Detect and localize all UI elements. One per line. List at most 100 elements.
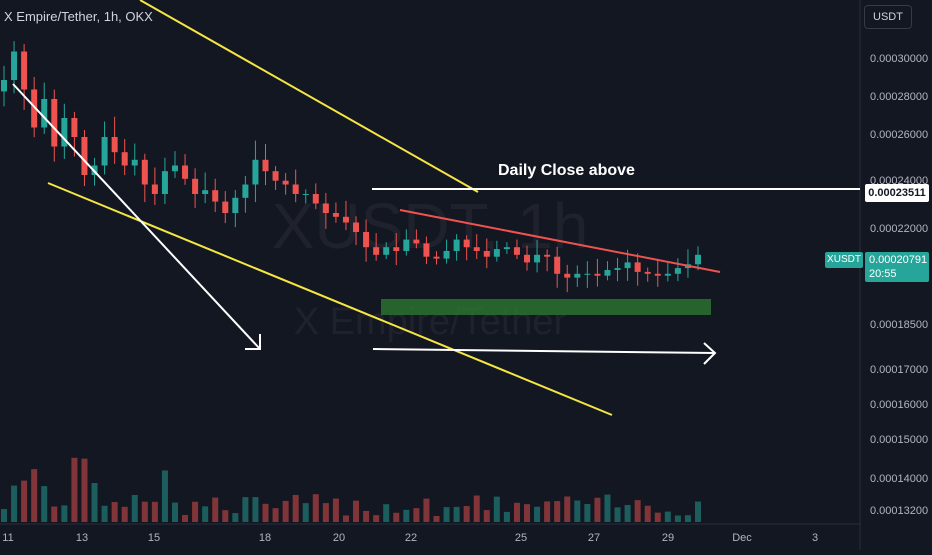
volume-bar xyxy=(493,496,500,522)
price-label: 0.00030000 xyxy=(870,53,928,65)
candle xyxy=(342,200,349,231)
candle-body xyxy=(31,89,38,128)
candle xyxy=(363,219,370,262)
candle xyxy=(423,236,430,265)
candle xyxy=(1,65,7,107)
candle-body xyxy=(182,165,189,179)
volume-bar xyxy=(282,500,289,522)
volume-bar xyxy=(594,497,601,522)
candles xyxy=(1,41,701,293)
candle-body xyxy=(584,273,591,275)
candle-body xyxy=(61,118,68,147)
candle xyxy=(393,233,400,266)
candle xyxy=(513,239,520,260)
volume-bar xyxy=(363,510,370,522)
volume-bar xyxy=(252,497,259,522)
candle xyxy=(272,166,279,190)
candle xyxy=(664,262,671,282)
candle-body xyxy=(544,254,551,257)
volume-bar xyxy=(192,501,199,522)
candle xyxy=(654,258,661,287)
candle-body xyxy=(353,222,360,232)
symbol-title[interactable]: X Empire/Tether, 1h, OKX xyxy=(4,9,153,24)
time-label: Dec xyxy=(732,532,752,544)
daily-close-annotation[interactable]: Daily Close above xyxy=(498,162,635,179)
candle-body xyxy=(121,152,128,166)
candle-body xyxy=(634,262,641,272)
candle-body xyxy=(473,247,480,251)
volume-bar xyxy=(121,506,128,522)
volume-bar xyxy=(664,511,671,522)
white-down-arrow[interactable] xyxy=(12,83,261,350)
volume-bar xyxy=(302,503,309,522)
candle-body xyxy=(282,180,289,185)
candle xyxy=(564,264,571,293)
candle xyxy=(322,192,329,229)
volume-bar xyxy=(554,501,561,522)
candle xyxy=(121,139,128,176)
candle xyxy=(262,143,269,186)
candle xyxy=(503,242,510,254)
candle-body xyxy=(363,232,370,248)
volume-bar xyxy=(534,506,541,522)
candle-body xyxy=(222,201,229,213)
time-label: 3 xyxy=(812,532,818,544)
candle-body xyxy=(503,247,510,250)
candle xyxy=(544,249,551,272)
volume-bar xyxy=(151,501,158,522)
white-right-arrow-head xyxy=(703,342,717,365)
volume-bar xyxy=(21,480,28,522)
last-price-value: 0.00020791 xyxy=(869,254,928,266)
candle-body xyxy=(342,216,349,223)
volume-bar xyxy=(584,504,591,522)
support-zone[interactable] xyxy=(381,299,711,315)
candle-body xyxy=(81,137,88,175)
candle xyxy=(554,246,561,288)
volume-bar xyxy=(141,501,148,522)
volume-bar xyxy=(342,515,349,522)
volume-bar xyxy=(544,501,551,522)
volume-bar xyxy=(242,497,249,522)
candle-body xyxy=(312,194,319,204)
candle xyxy=(594,258,601,287)
candle-body xyxy=(604,270,611,276)
candle-body xyxy=(433,256,440,259)
candle xyxy=(534,240,541,273)
candle xyxy=(161,157,168,205)
candle xyxy=(614,257,621,282)
upper-yellow-trendline[interactable] xyxy=(139,0,479,193)
time-label: 20 xyxy=(333,532,345,544)
currency-button[interactable]: USDT xyxy=(864,5,912,29)
white-right-arrow[interactable] xyxy=(372,342,717,365)
volume-bar xyxy=(161,470,168,522)
volume-bar xyxy=(232,513,239,522)
candle-body xyxy=(51,99,58,147)
red-resistance-trendline[interactable] xyxy=(399,209,721,273)
candle xyxy=(332,202,339,223)
candle xyxy=(584,261,591,288)
candle-body xyxy=(654,273,661,276)
price-label: 0.00018500 xyxy=(870,319,928,331)
price-label: 0.00013200 xyxy=(870,505,928,517)
candle-body xyxy=(41,99,48,128)
time-label: 18 xyxy=(259,532,271,544)
volume-bar xyxy=(433,515,440,522)
candle-body xyxy=(11,51,18,80)
candle-body xyxy=(373,247,380,255)
volume-bar xyxy=(202,506,209,522)
white-down-arrow-shaft xyxy=(12,83,261,350)
candle xyxy=(252,140,259,203)
candle-body xyxy=(564,273,571,278)
volume-bar xyxy=(473,495,480,522)
volume-bar xyxy=(513,502,520,522)
candle-body xyxy=(594,273,601,276)
candle xyxy=(212,178,219,212)
candle-body xyxy=(262,159,269,172)
candle-body xyxy=(252,159,259,185)
candle-body xyxy=(131,159,138,166)
candle-body xyxy=(413,239,420,244)
axis-separators xyxy=(0,0,861,550)
candle xyxy=(202,172,209,204)
